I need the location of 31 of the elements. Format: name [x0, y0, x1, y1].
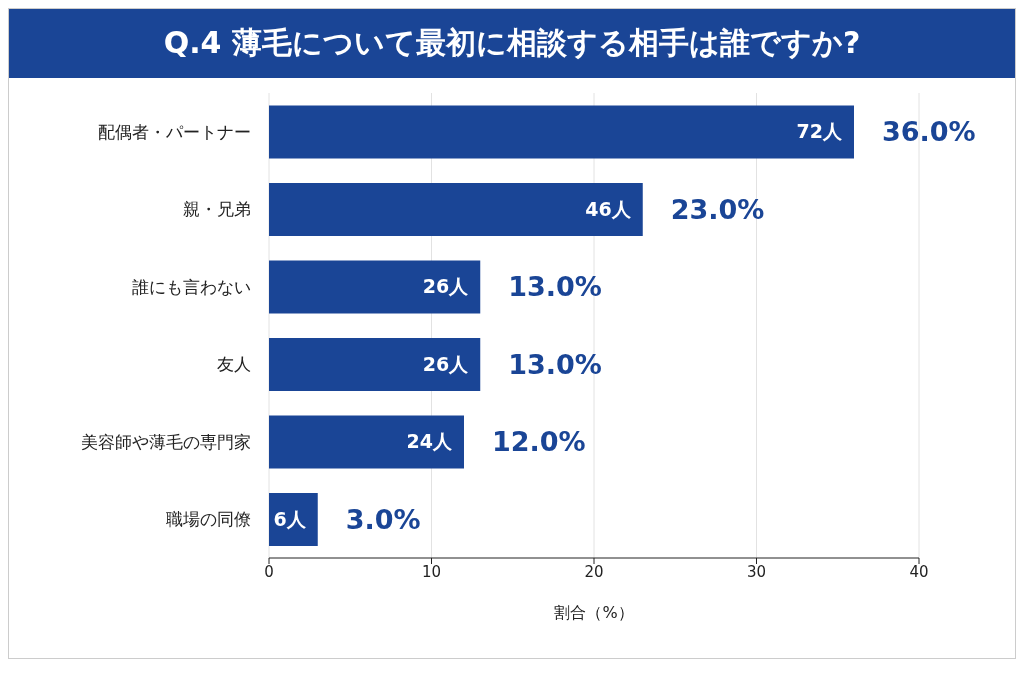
x-tick-label: 0 — [264, 562, 274, 581]
x-tick-label: 40 — [909, 562, 929, 581]
y-tick-label: 友人 — [217, 354, 251, 375]
annotation: 72人 — [796, 120, 843, 143]
data-label: 23.0% — [670, 193, 765, 225]
data-label: 13.0% — [508, 348, 602, 380]
data-label: 36.0% — [882, 116, 976, 148]
x-axis-title: 割合（%） — [554, 603, 634, 622]
data-label: 13.0% — [508, 271, 602, 303]
x-tick-label: 30 — [746, 562, 767, 581]
annotation: 26人 — [422, 352, 470, 375]
annotation: 24人 — [406, 430, 453, 453]
y-tick-label: 職場の同僚 — [166, 509, 251, 530]
y-tick-label: 配偶者・パートナー — [98, 121, 251, 142]
x-tick-label: 10 — [421, 562, 442, 581]
bar — [269, 182, 643, 236]
y-tick-label: 美容師や薄毛の専門家 — [81, 431, 251, 452]
annotation: 46人 — [585, 197, 632, 220]
y-tick-label: 誰にも言わない — [132, 276, 251, 297]
chart-title: Q.4 薄毛について最初に相談する相手は誰ですか? — [9, 9, 1015, 78]
data-label: 12.0% — [492, 426, 586, 458]
annotation: 6人 — [273, 507, 307, 530]
data-label: 3.0% — [345, 503, 421, 535]
bar — [269, 337, 481, 391]
x-tick-label: 20 — [584, 562, 604, 581]
bar — [269, 415, 464, 469]
bar — [269, 492, 318, 546]
y-tick-label: 親・兄弟 — [183, 199, 251, 220]
bar — [269, 105, 854, 159]
annotation: 26人 — [422, 275, 470, 298]
bar — [269, 260, 481, 314]
